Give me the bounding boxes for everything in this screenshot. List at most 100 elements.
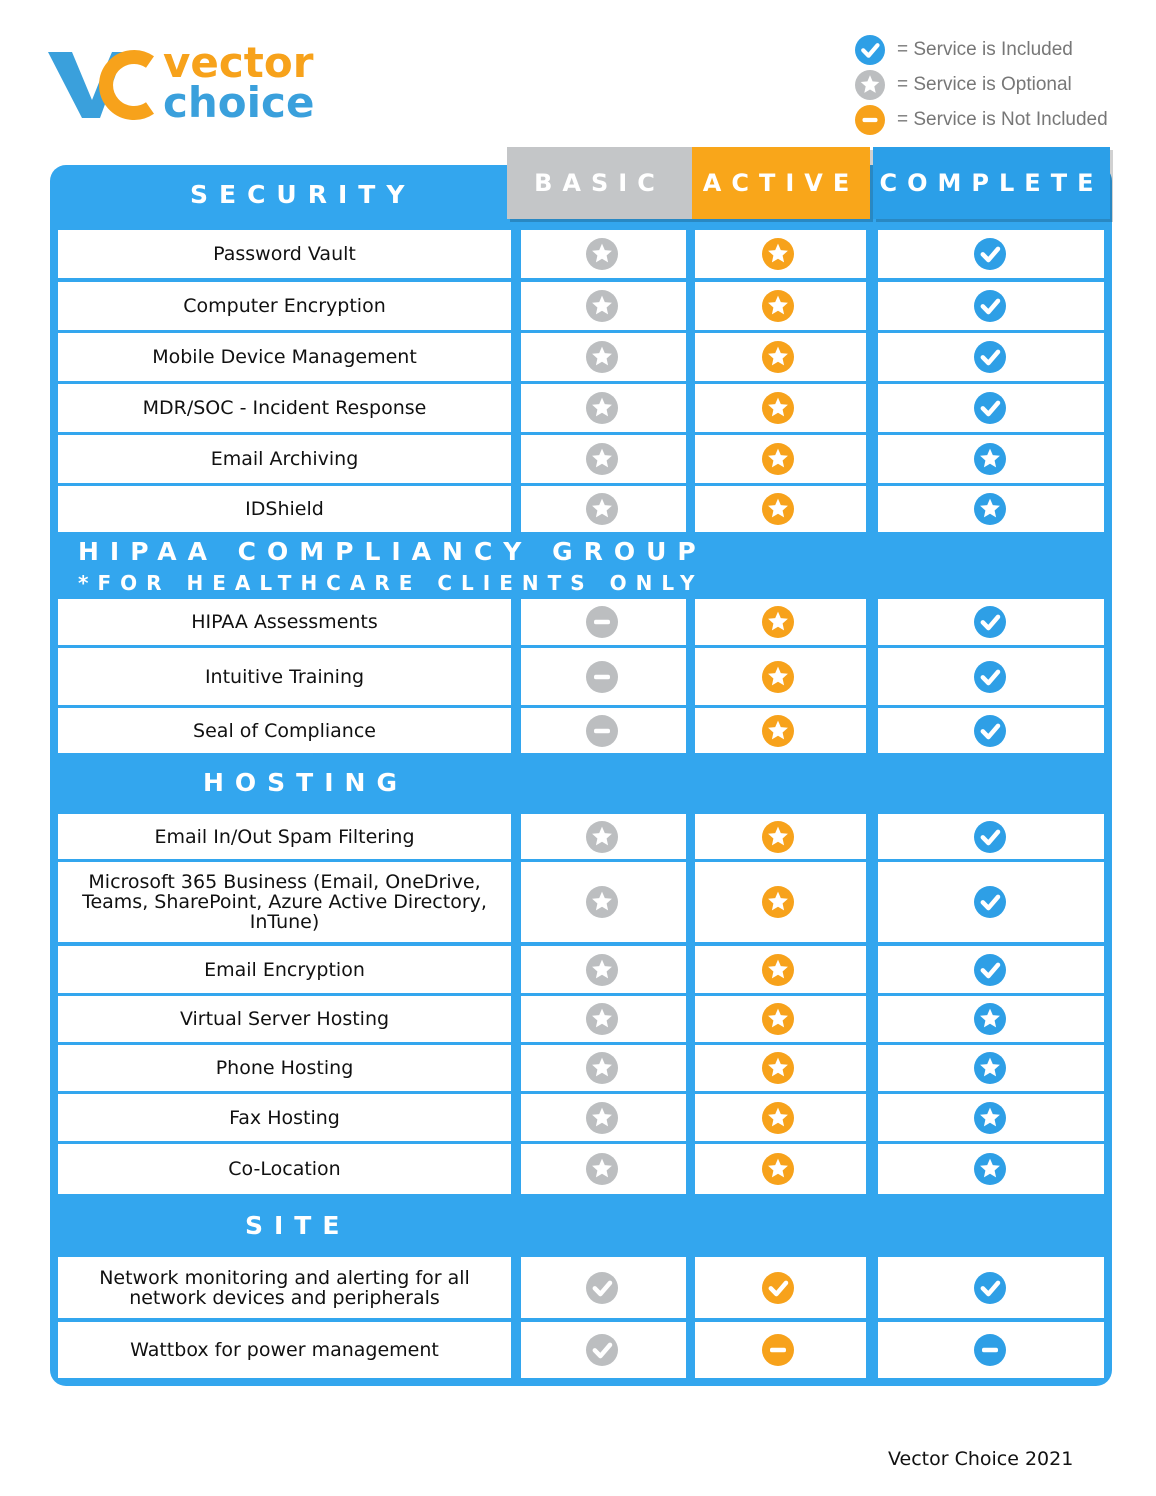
icon-check: [980, 669, 1001, 685]
icon-star: [768, 611, 788, 631]
icon-star: [592, 243, 612, 263]
row-label: Phone Hosting: [58, 1045, 511, 1091]
status-icon: [586, 238, 618, 270]
section-subtitle: *FOR HEALTHCARE CLIENTS ONLY: [78, 571, 704, 595]
icon-check: [592, 1342, 613, 1359]
status-icon: [586, 392, 618, 424]
icon-check: [980, 1280, 1001, 1296]
icon-star: [592, 498, 612, 518]
icon-circle: [762, 1271, 794, 1304]
icon-check: [861, 43, 880, 58]
row-label: Co-Location: [58, 1144, 511, 1194]
status-icon: [762, 290, 794, 322]
icon-circle: [586, 1271, 618, 1304]
icon-star: [592, 959, 612, 978]
icon-star: [768, 666, 788, 685]
icon-star: [768, 959, 788, 978]
status-icon: [974, 443, 1006, 475]
status-icon: [974, 820, 1006, 853]
icon-check: [592, 1280, 613, 1296]
status-icon: [974, 1271, 1006, 1304]
icon-check: [980, 723, 1001, 739]
status-icon: [586, 886, 618, 918]
icon-star: [592, 1008, 612, 1028]
status-icon: [762, 820, 794, 853]
status-icon: [855, 70, 885, 100]
status-icon: [762, 1153, 794, 1185]
row-label: Email Archiving: [58, 435, 511, 483]
row-label: Computer Encryption: [58, 282, 511, 330]
section-title: SITE: [245, 1211, 351, 1240]
row-label: Virtual Server Hosting: [58, 996, 511, 1042]
status-icon: [762, 493, 794, 525]
icon-star: [592, 891, 612, 911]
status-icon: [974, 1052, 1006, 1084]
icon-star: [592, 346, 612, 366]
icon-check: [980, 246, 1001, 263]
row-label: Mobile Device Management: [58, 333, 511, 381]
row-label: Password Vault: [58, 230, 511, 278]
logo-line1: vector: [163, 38, 314, 87]
icon-star: [980, 1107, 1000, 1126]
footer: Vector Choice 2021: [888, 1448, 1074, 1470]
icon-check: [980, 894, 1001, 911]
icon-circle: [855, 35, 885, 65]
status-icon: [974, 886, 1006, 918]
icon-star: [592, 295, 612, 315]
legend-label: = Service is Not Included: [897, 109, 1108, 130]
icon-star: [592, 826, 612, 845]
icon-star: [768, 295, 788, 315]
status-icon: [586, 1101, 618, 1134]
status-icon: [586, 443, 618, 475]
status-icon: [762, 953, 794, 986]
row-label: Network monitoring and alerting for all …: [58, 1257, 511, 1318]
icon-star: [980, 1008, 1000, 1028]
row-label: Wattbox for power management: [58, 1322, 511, 1378]
icon-circle: [974, 886, 1006, 918]
icon-circle: [974, 714, 1006, 747]
row-label: Seal of Compliance: [58, 708, 511, 753]
status-icon: [855, 105, 885, 135]
icon-star: [768, 891, 788, 911]
status-icon: [586, 493, 618, 525]
status-icon: [762, 341, 794, 373]
icon-check: [980, 962, 1001, 978]
status-icon: [855, 35, 885, 65]
row-label: Email In/Out Spam Filtering: [58, 814, 511, 859]
status-icon: [974, 1003, 1006, 1035]
icon-minus: [770, 1347, 786, 1353]
legend-label: = Service is Included: [897, 39, 1073, 60]
icon-circle: [974, 341, 1006, 373]
status-icon: [762, 606, 794, 638]
icon-star: [768, 346, 788, 366]
status-icon: [762, 1052, 794, 1084]
icon-circle: [974, 290, 1006, 322]
icon-circle: [974, 606, 1006, 638]
section-title: HIPAA COMPLIANCY GROUP: [78, 537, 707, 566]
icon-star: [768, 448, 788, 468]
status-icon: [586, 1271, 618, 1304]
icon-star: [980, 448, 1000, 468]
status-icon: [586, 1153, 618, 1185]
status-icon: [586, 341, 618, 373]
status-icon: [974, 341, 1006, 373]
icon-circle: [974, 1271, 1006, 1304]
icon-check: [768, 1280, 789, 1296]
status-icon: [586, 1334, 618, 1366]
status-icon: [762, 1334, 794, 1366]
status-icon: [762, 714, 794, 747]
row-label: MDR/SOC - Incident Response: [58, 384, 511, 432]
status-icon: [586, 953, 618, 986]
icon-check: [980, 349, 1001, 366]
status-icon: [586, 660, 618, 693]
icon-star: [980, 1057, 1000, 1077]
column-header: COMPLETE: [873, 147, 1110, 219]
legend-label: = Service is Optional: [897, 74, 1072, 95]
status-icon: [974, 290, 1006, 322]
status-icon: [974, 1101, 1006, 1134]
status-icon: [762, 238, 794, 270]
icon-check: [980, 614, 1001, 631]
icon-star: [592, 448, 612, 468]
icon-star: [980, 498, 1000, 518]
